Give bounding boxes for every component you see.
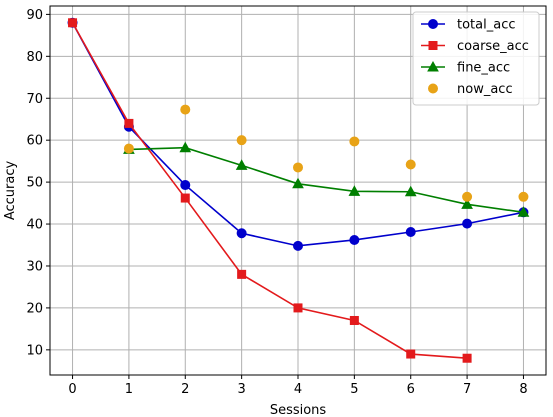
legend: total_acc coarse_acc fine_acc now_acc [412,11,540,106]
data-point-total_acc [180,180,191,191]
x-tick-label: 7 [463,382,471,397]
data-point-total_acc [405,227,416,238]
legend-marker-coarse_acc [428,41,438,50]
data-point-total_acc [349,234,360,245]
data-point-fine_acc [292,177,304,189]
series-line-fine_acc [128,146,524,214]
y-tick-label: 50 [26,176,43,191]
data-point-fine_acc [348,185,361,196]
data-point-now_acc [293,162,303,173]
legend-item-now_acc: now_acc [428,82,513,97]
data-point-total_acc [462,218,473,229]
y-tick-label: 90 [26,8,43,23]
legend-marker-now_acc [428,83,438,94]
legend-marker-fine_acc [427,60,439,72]
legend-box [412,11,540,106]
data-point-coarse_acc [406,349,416,359]
data-point-now_acc [180,104,191,115]
y-axis-label: Accuracy [3,161,18,221]
legend-item-fine_acc: fine_acc [421,61,510,76]
data-point-fine_acc [404,185,417,197]
data-point-now_acc [123,143,134,154]
x-tick-label: 8 [519,382,527,397]
data-point-coarse_acc [349,315,359,325]
data-point-total_acc [236,228,247,239]
data-point-now_acc [462,191,473,202]
y-tick-label: 80 [26,50,43,65]
x-tick-label: 6 [407,382,415,397]
data-point-fine_acc [235,159,248,170]
series-fine_acc [123,141,530,217]
x-tick-label: 4 [294,382,302,397]
series-line-coarse_acc [71,22,468,360]
x-tick-label: 0 [68,382,76,397]
series-coarse_acc [68,18,472,363]
data-point-total_acc [293,240,303,251]
legend-marker-total_acc [428,19,438,29]
data-point-now_acc [349,136,360,147]
data-point-coarse_acc [68,18,78,28]
series-group [67,17,530,363]
legend-label: now_acc [457,82,513,97]
data-point-now_acc [405,159,416,170]
data-point-coarse_acc [293,303,303,313]
series-now_acc [123,104,529,202]
data-point-coarse_acc [124,118,134,128]
legend-item-coarse_acc: coarse_acc [421,39,529,54]
legend-items: total_acc coarse_acc fine_acc now_acc [421,18,529,97]
y-tick-label: 10 [26,343,43,358]
y-tick-label: 60 [26,134,43,149]
data-point-coarse_acc [237,269,247,279]
plot-area-frame [49,5,547,376]
y-tick-label: 40 [26,218,43,233]
data-point-now_acc [236,135,247,146]
legend-label: coarse_acc [457,39,529,54]
data-point-fine_acc [179,141,192,153]
y-tick-label: 20 [26,301,43,316]
data-point-fine_acc [517,206,530,217]
legend-item-total_acc: total_acc [421,18,516,33]
data-point-fine_acc [461,198,473,209]
legend-label: total_acc [457,18,516,33]
x-tick-label: 3 [237,382,245,397]
data-point-now_acc [518,191,529,202]
y-tick-label: 70 [26,92,43,107]
legend-label: fine_acc [457,61,510,76]
x-tick-label: 2 [181,382,189,397]
y-tick-label: 30 [26,259,43,274]
data-point-coarse_acc [462,353,472,363]
x-axis-label: Sessions [270,403,327,417]
x-tick-label: 1 [125,382,133,397]
x-tick-label: 5 [350,382,358,397]
y-axis-ticks: 10 20 30 40 50 60 70 80 90 [26,8,50,358]
data-point-coarse_acc [180,193,190,203]
x-axis-ticks: 0 1 2 3 4 5 6 7 8 [68,375,528,397]
